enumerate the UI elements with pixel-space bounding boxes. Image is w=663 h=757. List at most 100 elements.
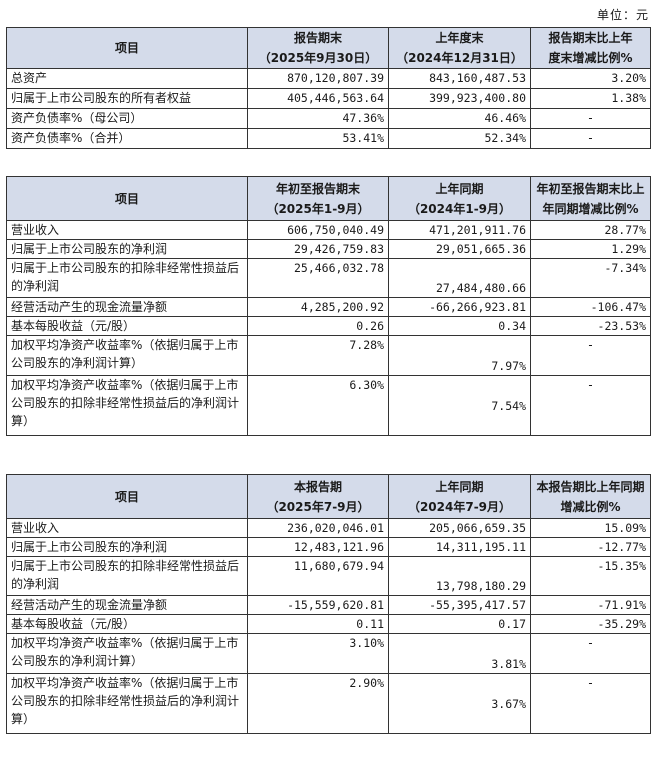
row-label: 营业收入 bbox=[6, 220, 248, 240]
table-header-row: 项目 报告期末 （2025年9月30日） 上年度末 （2024年12月31日） … bbox=[6, 27, 651, 69]
cell-value: 52.34% bbox=[388, 128, 531, 149]
table-row: 经营活动产生的现金流量净额 4,285,200.92 -66,266,923.8… bbox=[6, 297, 651, 317]
header-item: 项目 bbox=[6, 176, 248, 221]
cell-value: 25,466,032.78 bbox=[247, 258, 389, 298]
cell-value: 11,680,679.94 bbox=[247, 556, 389, 596]
row-label: 归属于上市公司股东的净利润 bbox=[6, 537, 248, 557]
row-label: 归属于上市公司股东的净利润 bbox=[6, 239, 248, 259]
ytd-results-table: 项目 年初至报告期末 （2025年1-9月） 上年同期 （2024年1-9月） … bbox=[6, 176, 651, 436]
cell-value: -71.91% bbox=[530, 595, 651, 615]
cell-value: - bbox=[530, 673, 651, 734]
cell-value: 7.28% bbox=[247, 335, 389, 376]
cell-value: 0.26 bbox=[247, 316, 389, 336]
cell-value: - bbox=[530, 335, 651, 376]
cell-value: 236,020,046.01 bbox=[247, 518, 389, 538]
cell-value: -55,395,417.57 bbox=[388, 595, 531, 615]
row-label: 资产负债率%（母公司） bbox=[6, 108, 248, 129]
cell-value: -12.77% bbox=[530, 537, 651, 557]
cell-value: 405,446,563.64 bbox=[247, 88, 389, 109]
cell-value: 27,484,480.66 bbox=[388, 258, 531, 298]
cell-value: 7.97% bbox=[388, 335, 531, 376]
table-row: 经营活动产生的现金流量净额 -15,559,620.81 -55,395,417… bbox=[6, 595, 651, 615]
cell-value: 28.77% bbox=[530, 220, 651, 240]
cell-value: 399,923,400.80 bbox=[388, 88, 531, 109]
row-label: 经营活动产生的现金流量净额 bbox=[6, 297, 248, 317]
header-prior-quarter: 上年同期 （2024年7-9月） bbox=[388, 474, 531, 519]
cell-value: 0.11 bbox=[247, 614, 389, 634]
cell-value: 205,066,659.35 bbox=[388, 518, 531, 538]
cell-value: 843,160,487.53 bbox=[388, 68, 531, 89]
row-label: 经营活动产生的现金流量净额 bbox=[6, 595, 248, 615]
balance-summary-table: 项目 报告期末 （2025年9月30日） 上年度末 （2024年12月31日） … bbox=[6, 27, 651, 149]
cell-value: 0.34 bbox=[388, 316, 531, 336]
cell-value: 13,798,180.29 bbox=[388, 556, 531, 596]
table-row: 加权平均净资产收益率%（依据归属于上市公司股东的扣除非经常性损益后的净利润计算）… bbox=[6, 673, 651, 734]
cell-value: -7.34% bbox=[530, 258, 651, 298]
cell-value: 3.81% bbox=[388, 633, 531, 674]
cell-value: 3.20% bbox=[530, 68, 651, 89]
table-row: 归属于上市公司股东的净利润 12,483,121.96 14,311,195.1… bbox=[6, 537, 651, 557]
table-row: 营业收入 606,750,040.49 471,201,911.76 28.77… bbox=[6, 220, 651, 240]
row-label: 营业收入 bbox=[6, 518, 248, 538]
cell-value: 4,285,200.92 bbox=[247, 297, 389, 317]
table-row: 资产负债率%（合并） 53.41% 52.34% - bbox=[6, 128, 651, 149]
header-prior-year-end: 上年度末 （2024年12月31日） bbox=[388, 27, 531, 69]
header-current-quarter: 本报告期 （2025年7-9月） bbox=[247, 474, 389, 519]
cell-value: 1.29% bbox=[530, 239, 651, 259]
table-row: 营业收入 236,020,046.01 205,066,659.35 15.09… bbox=[6, 518, 651, 538]
table-row: 加权平均净资产收益率%（依据归属于上市公司股东的净利润计算） 3.10% 3.8… bbox=[6, 633, 651, 674]
cell-value: 606,750,040.49 bbox=[247, 220, 389, 240]
cell-value: -35.29% bbox=[530, 614, 651, 634]
cell-value: 3.67% bbox=[388, 673, 531, 734]
table-row: 基本每股收益（元/股） 0.11 0.17 -35.29% bbox=[6, 614, 651, 634]
table-row: 加权平均净资产收益率%（依据归属于上市公司股东的净利润计算） 7.28% 7.9… bbox=[6, 335, 651, 376]
table-row: 归属于上市公司股东的净利润 29,426,759.83 29,051,665.3… bbox=[6, 239, 651, 259]
row-label: 基本每股收益（元/股） bbox=[6, 614, 248, 634]
row-label: 归属于上市公司股东的扣除非经常性损益后的净利润 bbox=[6, 556, 248, 596]
row-label: 加权平均净资产收益率%（依据归属于上市公司股东的扣除非经常性损益后的净利润计算） bbox=[6, 375, 248, 436]
cell-value: 2.90% bbox=[247, 673, 389, 734]
quarter-results-table: 项目 本报告期 （2025年7-9月） 上年同期 （2024年7-9月） 本报告… bbox=[6, 474, 651, 734]
cell-value: -66,266,923.81 bbox=[388, 297, 531, 317]
row-label: 加权平均净资产收益率%（依据归属于上市公司股东的净利润计算） bbox=[6, 633, 248, 674]
table-row: 加权平均净资产收益率%（依据归属于上市公司股东的扣除非经常性损益后的净利润计算）… bbox=[6, 375, 651, 436]
row-label: 归属于上市公司股东的扣除非经常性损益后的净利润 bbox=[6, 258, 248, 298]
cell-value: 6.30% bbox=[247, 375, 389, 436]
cell-value: -23.53% bbox=[530, 316, 651, 336]
cell-value: 1.38% bbox=[530, 88, 651, 109]
cell-value: 15.09% bbox=[530, 518, 651, 538]
table-row: 资产负债率%（母公司） 47.36% 46.46% - bbox=[6, 108, 651, 129]
cell-value: 0.17 bbox=[388, 614, 531, 634]
table-row: 总资产 870,120,807.39 843,160,487.53 3.20% bbox=[6, 68, 651, 89]
header-change-ratio: 本报告期比上年同期 增减比例% bbox=[530, 474, 651, 519]
cell-value: 29,426,759.83 bbox=[247, 239, 389, 259]
cell-value: 870,120,807.39 bbox=[247, 68, 389, 89]
cell-value: 14,311,195.11 bbox=[388, 537, 531, 557]
cell-value: - bbox=[530, 128, 651, 149]
table-row: 归属于上市公司股东的扣除非经常性损益后的净利润 11,680,679.94 13… bbox=[6, 556, 651, 596]
cell-value: -106.47% bbox=[530, 297, 651, 317]
row-label: 基本每股收益（元/股） bbox=[6, 316, 248, 336]
cell-value: 7.54% bbox=[388, 375, 531, 436]
cell-value: - bbox=[530, 108, 651, 129]
header-current-period-end: 报告期末 （2025年9月30日） bbox=[247, 27, 389, 69]
table-header-row: 项目 年初至报告期末 （2025年1-9月） 上年同期 （2024年1-9月） … bbox=[6, 176, 651, 221]
cell-value: -15.35% bbox=[530, 556, 651, 596]
header-item: 项目 bbox=[6, 474, 248, 519]
table-row: 归属于上市公司股东的扣除非经常性损益后的净利润 25,466,032.78 27… bbox=[6, 258, 651, 298]
cell-value: - bbox=[530, 375, 651, 436]
header-ytd-period: 年初至报告期末 （2025年1-9月） bbox=[247, 176, 389, 221]
row-label: 加权平均净资产收益率%（依据归属于上市公司股东的净利润计算） bbox=[6, 335, 248, 376]
table-row: 基本每股收益（元/股） 0.26 0.34 -23.53% bbox=[6, 316, 651, 336]
row-label: 加权平均净资产收益率%（依据归属于上市公司股东的扣除非经常性损益后的净利润计算） bbox=[6, 673, 248, 734]
unit-label: 单位：元 bbox=[596, 8, 649, 22]
cell-value: 46.46% bbox=[388, 108, 531, 129]
header-change-ratio: 报告期末比上年 度末增减比例% bbox=[530, 27, 651, 69]
cell-value: 3.10% bbox=[247, 633, 389, 674]
row-label: 归属于上市公司股东的所有者权益 bbox=[6, 88, 248, 109]
header-change-ratio: 年初至报告期末比上 年同期增减比例% bbox=[530, 176, 651, 221]
row-label: 资产负债率%（合并） bbox=[6, 128, 248, 149]
header-prior-period: 上年同期 （2024年1-9月） bbox=[388, 176, 531, 221]
row-label: 总资产 bbox=[6, 68, 248, 89]
cell-value: 471,201,911.76 bbox=[388, 220, 531, 240]
